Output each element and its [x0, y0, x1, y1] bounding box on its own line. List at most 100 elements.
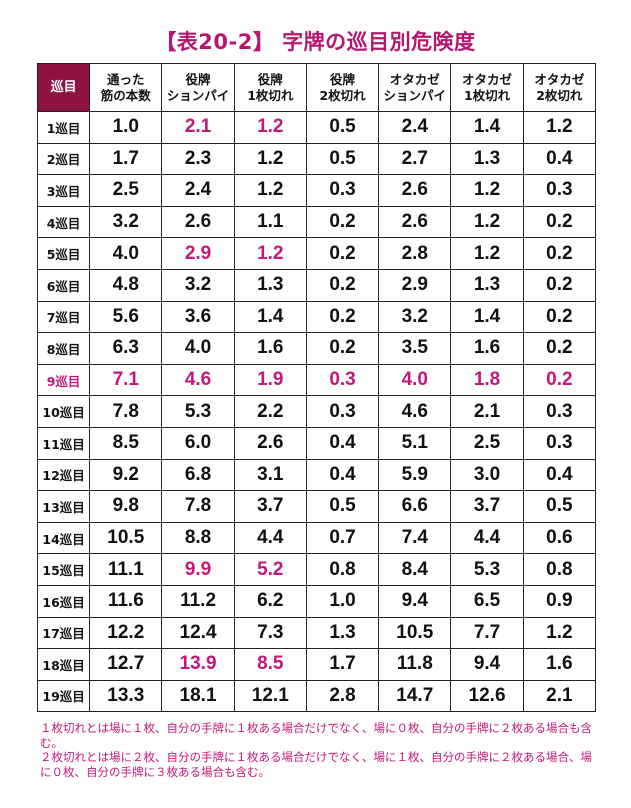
table-cell: 1.2	[450, 237, 524, 270]
row-turn-label: 6巡目	[36, 268, 91, 302]
header-row: 巡目 通った 筋の本数 役牌 ションパイ 役牌 1枚切れ 役牌 2枚切れ オタカゼ ション…	[36, 63, 597, 112]
table-cell: 0.4	[305, 426, 380, 460]
table-cell: 18.1	[161, 679, 235, 713]
table-cell: 0.2	[305, 268, 380, 302]
table-cell: 9.9	[161, 553, 235, 586]
table-row: 4巡目 3.2 2.6 1.1 0.2 2.6 1.2 0.2	[36, 205, 597, 239]
table-cell: 0.2	[305, 205, 380, 239]
table-row: 7巡目 5.6 3.6 1.4 0.2 3.2 1.4 0.2	[36, 300, 597, 334]
table-cell: 4.4	[233, 521, 307, 555]
table-cell: 7.8	[161, 490, 235, 523]
table-cell: 1.7	[89, 142, 163, 176]
danger-table: 巡目 通った 筋の本数 役牌 ションパイ 役牌 1枚切れ 役牌 2枚切れ オタカゼ ション…	[36, 63, 597, 713]
table-cell: 1.2	[233, 142, 307, 176]
table-cell: 0.3	[305, 363, 380, 397]
table-cell: 12.1	[233, 679, 307, 713]
table-cell: 12.2	[89, 616, 163, 650]
table-cell: 6.6	[378, 490, 452, 523]
table-cell: 0.2	[522, 205, 597, 239]
table-cell: 0.2	[522, 300, 597, 334]
footnote-one-discard: １枚切れとは場に１枚、自分の手牌に１枚ある場合だけでなく、場に０枚、自分の手牌に…	[40, 721, 592, 750]
table-cell: 2.6	[378, 205, 452, 239]
table-cell: 2.1	[450, 395, 524, 428]
table-cell: 1.3	[233, 268, 307, 302]
table-cell: 1.3	[305, 616, 380, 650]
table-cell: 11.2	[161, 584, 235, 618]
table-cell: 2.6	[233, 426, 307, 460]
table-cell: 14.7	[378, 679, 452, 713]
table-cell: 3.2	[89, 205, 163, 239]
table-cell: 3.7	[450, 490, 524, 523]
table-cell: 1.6	[522, 648, 597, 681]
header-yakuhai-one: 役牌 1枚切れ	[233, 63, 307, 112]
table-cell: 11.8	[378, 648, 452, 681]
table-cell: 1.4	[450, 111, 524, 144]
header-line: 1枚切れ	[247, 87, 294, 103]
table-cell: 5.1	[378, 426, 452, 460]
table-cell: 1.6	[450, 332, 524, 365]
table-row: 17巡目 12.2 12.4 7.3 1.3 10.5 7.7 1.2	[36, 616, 597, 650]
table-cell: 1.2	[450, 174, 524, 207]
header-otakaze-one: オタカゼ 1枚切れ	[450, 63, 524, 112]
table-cell: 4.8	[89, 268, 163, 302]
table-cell: 9.2	[89, 458, 163, 492]
table-cell: 1.2	[233, 174, 307, 207]
table-cell: 1.2	[522, 111, 597, 144]
row-turn-label: 12巡目	[36, 458, 91, 492]
table-cell: 0.4	[522, 458, 597, 492]
table-cell: 9.4	[450, 648, 524, 681]
table-cell: 2.9	[378, 268, 452, 302]
table-cell: 4.6	[378, 395, 452, 428]
table-cell: 13.9	[161, 648, 235, 681]
table-cell: 7.7	[450, 616, 524, 650]
table-cell: 2.4	[161, 174, 235, 207]
table-cell: 5.6	[89, 300, 163, 334]
table-row: 2巡目 1.7 2.3 1.2 0.5 2.7 1.3 0.4	[36, 142, 597, 176]
header-turn: 巡目	[36, 63, 91, 112]
table-cell: 1.2	[233, 111, 307, 144]
table-cell: 4.6	[161, 363, 235, 397]
table-cell: 3.1	[233, 458, 307, 492]
table-row: 13巡目 9.8 7.8 3.7 0.5 6.6 3.7 0.5	[36, 490, 597, 523]
table-cell: 10.5	[89, 521, 163, 555]
table-cell: 5.3	[450, 553, 524, 586]
table-cell: 0.4	[522, 142, 597, 176]
table-cell: 3.5	[378, 332, 452, 365]
table-cell: 6.5	[450, 584, 524, 618]
header-line: 役牌	[257, 71, 283, 87]
table-row: 19巡目 13.3 18.1 12.1 2.8 14.7 12.6 2.1	[36, 679, 597, 713]
header-line: 役牌	[185, 71, 211, 87]
table-cell: 4.4	[450, 521, 524, 555]
table-cell: 1.3	[450, 268, 524, 302]
row-turn-label: 17巡目	[36, 616, 91, 650]
table-cell: 0.3	[522, 174, 597, 207]
row-turn-label: 19巡目	[36, 679, 91, 713]
table-cell: 2.9	[161, 237, 235, 270]
row-turn-label: 4巡目	[36, 205, 91, 239]
header-line: ションパイ	[383, 87, 447, 103]
table-cell: 1.8	[450, 363, 524, 397]
row-turn-label: 14巡目	[36, 521, 91, 555]
table-cell: 7.1	[89, 363, 163, 397]
table-cell: 0.4	[305, 458, 380, 492]
row-turn-label: 5巡目	[36, 237, 91, 270]
table-cell: 0.3	[305, 395, 380, 428]
table-cell: 2.3	[161, 142, 235, 176]
header-line: 2枚切れ	[319, 87, 366, 103]
table-cell: 10.5	[378, 616, 452, 650]
table-cell: 2.7	[378, 142, 452, 176]
row-turn-label: 9巡目	[36, 363, 91, 397]
table-row: 3巡目 2.5 2.4 1.2 0.3 2.6 1.2 0.3	[36, 174, 597, 207]
row-turn-label: 8巡目	[36, 332, 91, 365]
header-line: オタカゼ	[389, 71, 440, 87]
header-line: 筋の本数	[100, 87, 151, 103]
table-cell: 0.5	[522, 490, 597, 523]
table-row: 14巡目 10.5 8.8 4.4 0.7 7.4 4.4 0.6	[36, 521, 597, 555]
table-cell: 2.1	[161, 111, 235, 144]
header-line: オタカゼ	[534, 71, 585, 87]
header-line: 通った	[107, 71, 145, 87]
row-turn-label: 7巡目	[36, 300, 91, 334]
table-cell: 1.7	[305, 648, 380, 681]
table-cell: 3.2	[161, 268, 235, 302]
table-cell: 12.4	[161, 616, 235, 650]
